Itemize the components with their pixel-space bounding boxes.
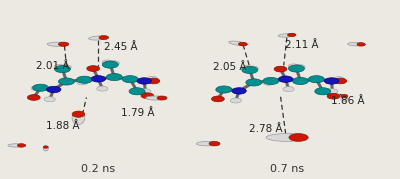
Circle shape — [308, 76, 324, 83]
Ellipse shape — [47, 42, 68, 46]
Circle shape — [87, 66, 100, 71]
Circle shape — [31, 86, 42, 91]
Circle shape — [292, 78, 308, 84]
Circle shape — [28, 95, 40, 100]
Ellipse shape — [89, 36, 108, 40]
Circle shape — [278, 76, 293, 82]
Circle shape — [106, 74, 122, 81]
Circle shape — [230, 98, 242, 103]
Circle shape — [263, 80, 274, 85]
Ellipse shape — [8, 144, 26, 147]
Circle shape — [54, 64, 65, 69]
Circle shape — [216, 86, 232, 93]
Circle shape — [288, 65, 304, 72]
Circle shape — [122, 76, 138, 83]
Ellipse shape — [266, 134, 308, 141]
Circle shape — [58, 78, 74, 85]
Ellipse shape — [357, 43, 365, 46]
Circle shape — [216, 87, 227, 92]
Circle shape — [327, 93, 340, 99]
Circle shape — [246, 79, 262, 86]
Circle shape — [334, 78, 347, 84]
Circle shape — [324, 78, 339, 84]
Circle shape — [288, 64, 299, 69]
Circle shape — [212, 96, 224, 102]
Circle shape — [141, 93, 154, 99]
Ellipse shape — [146, 96, 167, 100]
Ellipse shape — [43, 146, 48, 148]
Circle shape — [247, 66, 258, 71]
Circle shape — [137, 78, 151, 84]
Text: 1.79 Å: 1.79 Å — [122, 108, 155, 118]
Circle shape — [327, 89, 338, 94]
Ellipse shape — [72, 111, 85, 125]
Ellipse shape — [157, 96, 167, 100]
Circle shape — [102, 60, 113, 65]
Circle shape — [315, 88, 331, 95]
Ellipse shape — [196, 141, 220, 146]
Circle shape — [140, 89, 151, 94]
Circle shape — [102, 61, 118, 68]
Text: 0.7 ns: 0.7 ns — [270, 164, 304, 173]
Text: 2.45 Å: 2.45 Å — [104, 42, 137, 52]
Circle shape — [232, 88, 246, 94]
Circle shape — [146, 76, 158, 81]
Ellipse shape — [348, 42, 365, 46]
Circle shape — [46, 86, 61, 93]
Circle shape — [129, 88, 145, 95]
Circle shape — [242, 66, 258, 74]
Ellipse shape — [341, 94, 348, 98]
Circle shape — [333, 77, 344, 82]
Text: 2.78 Å: 2.78 Å — [249, 124, 282, 134]
Circle shape — [283, 87, 294, 92]
Text: 2.05 Å: 2.05 Å — [213, 62, 246, 72]
Circle shape — [76, 76, 92, 83]
Text: 1.88 Å: 1.88 Å — [46, 121, 79, 131]
Text: 1.86 Å: 1.86 Å — [331, 96, 364, 106]
Circle shape — [44, 97, 55, 102]
Ellipse shape — [58, 42, 69, 46]
Circle shape — [91, 76, 106, 82]
Ellipse shape — [43, 146, 48, 151]
Circle shape — [97, 86, 108, 91]
Circle shape — [147, 78, 160, 84]
Ellipse shape — [341, 95, 348, 101]
Circle shape — [108, 61, 120, 66]
Circle shape — [60, 65, 71, 70]
Ellipse shape — [238, 42, 247, 46]
Circle shape — [263, 78, 279, 84]
Ellipse shape — [99, 36, 109, 40]
Circle shape — [32, 84, 48, 91]
Circle shape — [54, 66, 70, 73]
Ellipse shape — [72, 111, 85, 117]
Ellipse shape — [229, 41, 247, 46]
Circle shape — [77, 80, 88, 85]
Text: 2.01 Å: 2.01 Å — [36, 61, 69, 71]
Ellipse shape — [17, 144, 26, 147]
Ellipse shape — [288, 33, 296, 37]
Ellipse shape — [278, 33, 296, 37]
Circle shape — [274, 66, 287, 72]
Text: 2.11 Å: 2.11 Å — [285, 40, 319, 50]
Circle shape — [294, 65, 305, 70]
Circle shape — [242, 65, 253, 70]
Ellipse shape — [209, 141, 220, 146]
Text: 0.2 ns: 0.2 ns — [81, 164, 116, 173]
Ellipse shape — [289, 134, 308, 141]
